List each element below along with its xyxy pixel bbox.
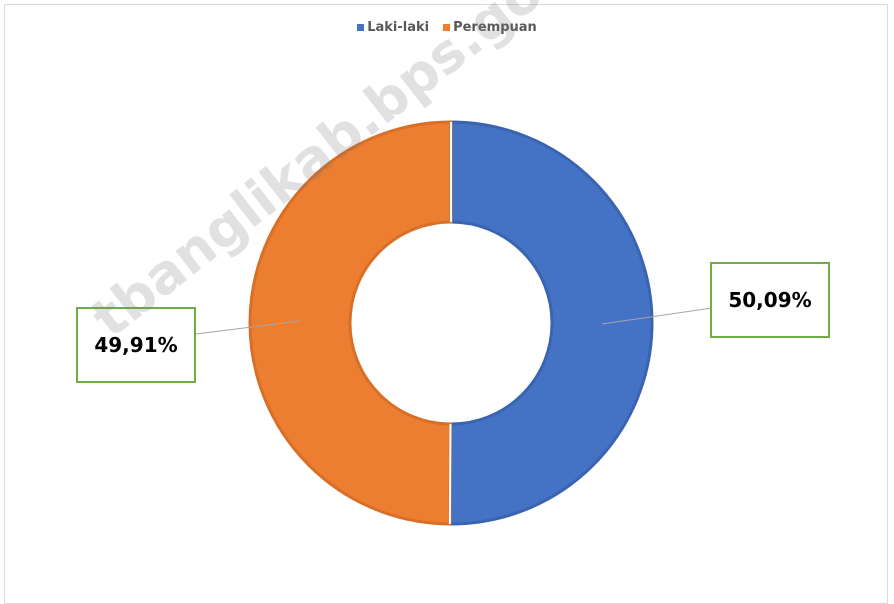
- donut-slice-laki-laki[interactable]: [448, 120, 654, 526]
- donut-slices: [248, 120, 654, 526]
- slice-separator-1: [448, 423, 452, 525]
- leader-line-perempuan: [195, 320, 301, 335]
- data-label-perempuan: 49,91%: [76, 307, 196, 383]
- legend-item-perempuan[interactable]: Perempuan: [443, 20, 537, 35]
- legend-label-laki-laki: Laki-laki: [367, 20, 430, 35]
- chart-legend: Laki-laki Perempuan: [0, 20, 894, 35]
- legend-swatch-perempuan: [443, 24, 451, 31]
- legend-label-perempuan: Perempuan: [453, 20, 537, 35]
- leader-line-laki-laki: [601, 307, 713, 325]
- donut-slice-perempuan[interactable]: [248, 120, 453, 526]
- legend-swatch-laki-laki: [357, 24, 365, 31]
- legend-item-laki-laki[interactable]: Laki-laki: [357, 20, 429, 35]
- data-label-laki-laki: 50,09%: [710, 262, 830, 338]
